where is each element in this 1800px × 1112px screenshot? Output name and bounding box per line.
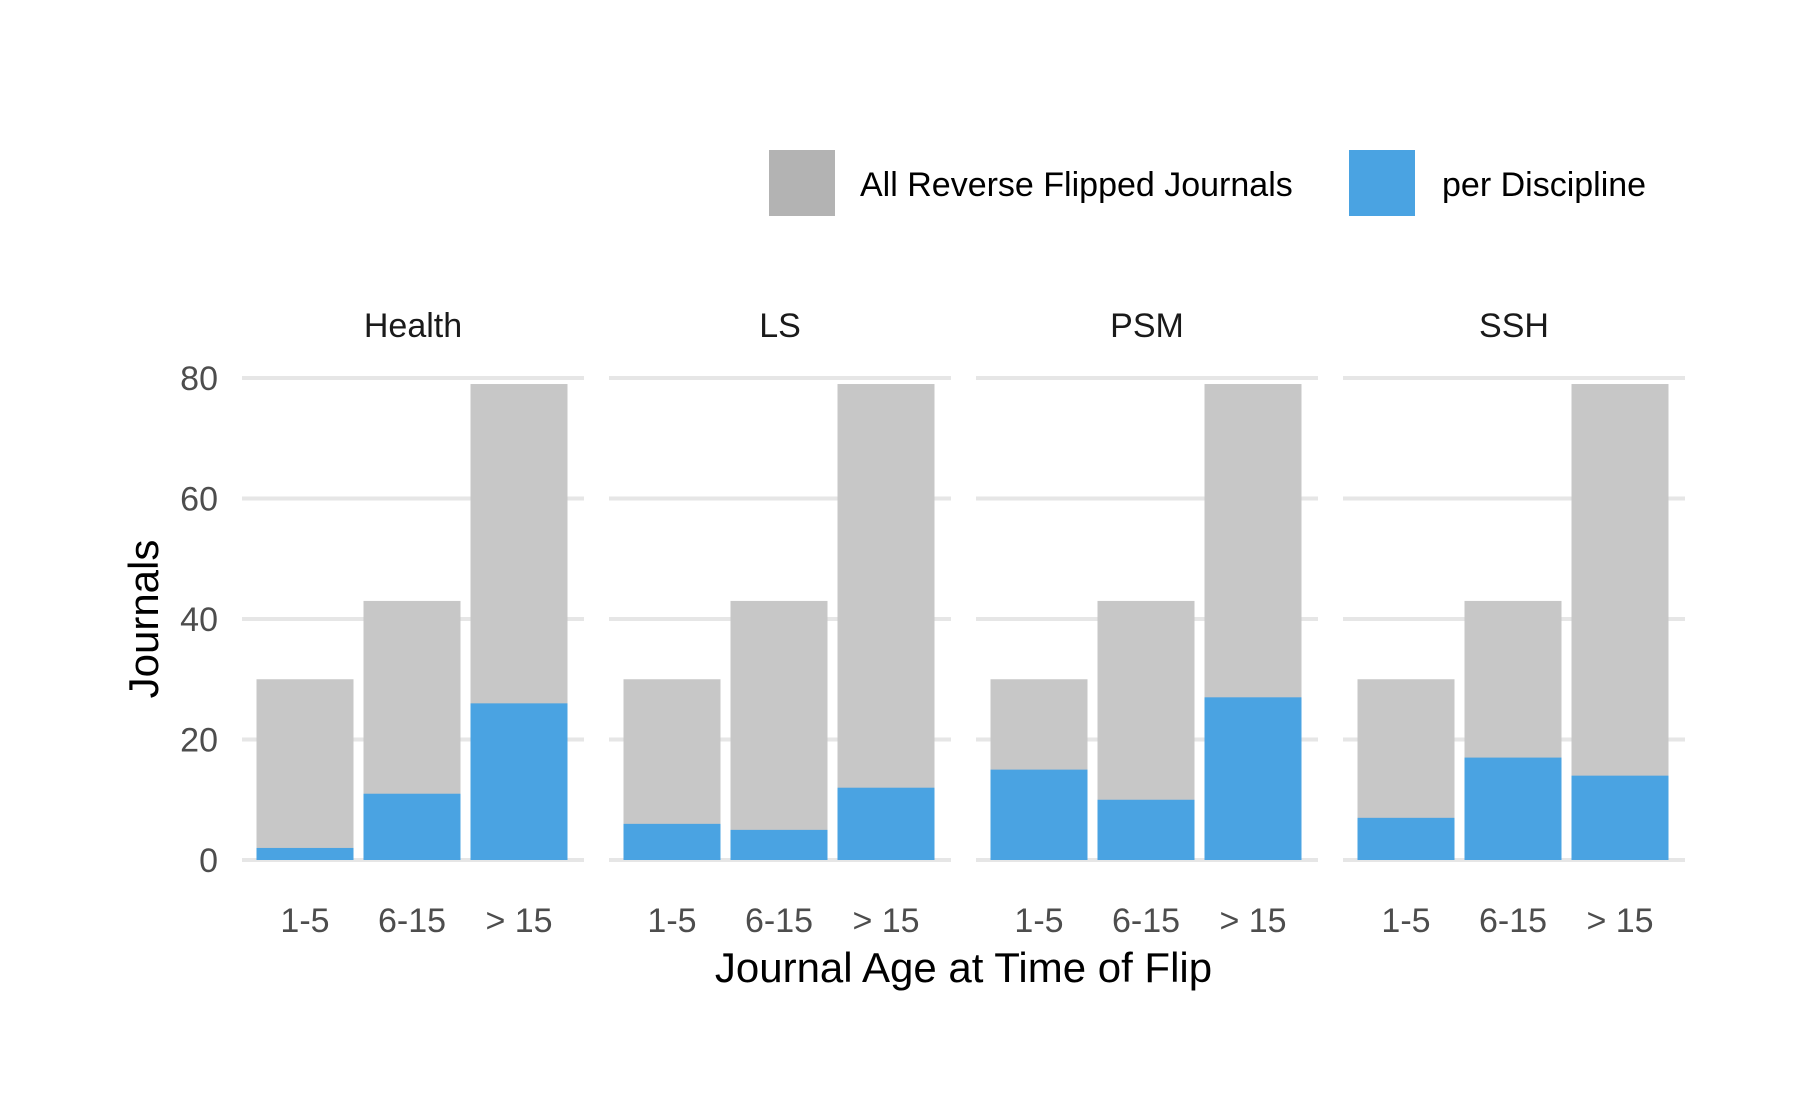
bar-per-discipline [1097, 799, 1195, 860]
x-tick-label: > 15 [1586, 902, 1653, 940]
x-tick-label: 1-5 [1014, 902, 1063, 940]
y-tick-label: 0 [199, 842, 218, 880]
facet-panels: Health 1-5 6-15 > 15 LS 1-5 6-15 > 15 PSM 1-5 6-15… [242, 307, 1685, 940]
facet-panel-health: Health 1-5 6-15 > 15 [242, 307, 584, 940]
legend: All Reverse Flipped Journals per Discipl… [769, 150, 1646, 216]
bar-per-discipline [1571, 775, 1669, 860]
facet-panel-ssh: SSH 1-5 6-15 > 15 [1343, 307, 1685, 940]
bar-per-discipline [730, 829, 828, 860]
legend-label-all-journals: All Reverse Flipped Journals [860, 166, 1293, 204]
facet-panel-ls: LS 1-5 6-15 > 15 [609, 307, 951, 940]
x-tick-label: 1-5 [280, 902, 329, 940]
x-tick-label: > 15 [852, 902, 919, 940]
legend-swatch-per-discipline [1349, 150, 1415, 216]
x-tick-label: 6-15 [378, 902, 446, 940]
bar-per-discipline [363, 793, 461, 860]
y-tick-label: 60 [180, 481, 218, 519]
bar-per-discipline [1464, 757, 1562, 860]
bar-all-journals [256, 679, 354, 860]
bar-per-discipline [623, 823, 721, 860]
bar-per-discipline [837, 787, 935, 860]
legend-swatch-all-journals [769, 150, 835, 216]
x-tick-label: 6-15 [1112, 902, 1180, 940]
y-tick-label: 20 [180, 722, 218, 760]
bar-per-discipline [470, 703, 568, 860]
facet-label: SSH [1479, 307, 1549, 345]
bar-per-discipline [1357, 817, 1455, 860]
legend-label-per-discipline: per Discipline [1442, 166, 1646, 204]
y-axis-title: Journals [120, 540, 167, 699]
facet-panel-psm: PSM 1-5 6-15 > 15 [976, 307, 1318, 940]
bar-per-discipline [256, 847, 354, 860]
y-tick-label: 40 [180, 601, 218, 639]
bar-all-journals [837, 384, 935, 860]
x-tick-label: 1-5 [1381, 902, 1430, 940]
x-axis-title: Journal Age at Time of Flip [715, 944, 1212, 991]
x-tick-label: 6-15 [745, 902, 813, 940]
bar-per-discipline [1204, 697, 1302, 860]
y-tick-label: 80 [180, 360, 218, 398]
facet-label: LS [759, 307, 801, 345]
bar-all-journals [730, 600, 828, 860]
bar-per-discipline [990, 769, 1088, 860]
x-tick-label: 6-15 [1479, 902, 1547, 940]
x-tick-label: > 15 [485, 902, 552, 940]
x-tick-label: > 15 [1219, 902, 1286, 940]
y-axis: 0 20 40 60 80 [180, 360, 218, 880]
facet-label: Health [364, 307, 462, 345]
facet-label: PSM [1110, 307, 1184, 345]
x-tick-label: 1-5 [647, 902, 696, 940]
